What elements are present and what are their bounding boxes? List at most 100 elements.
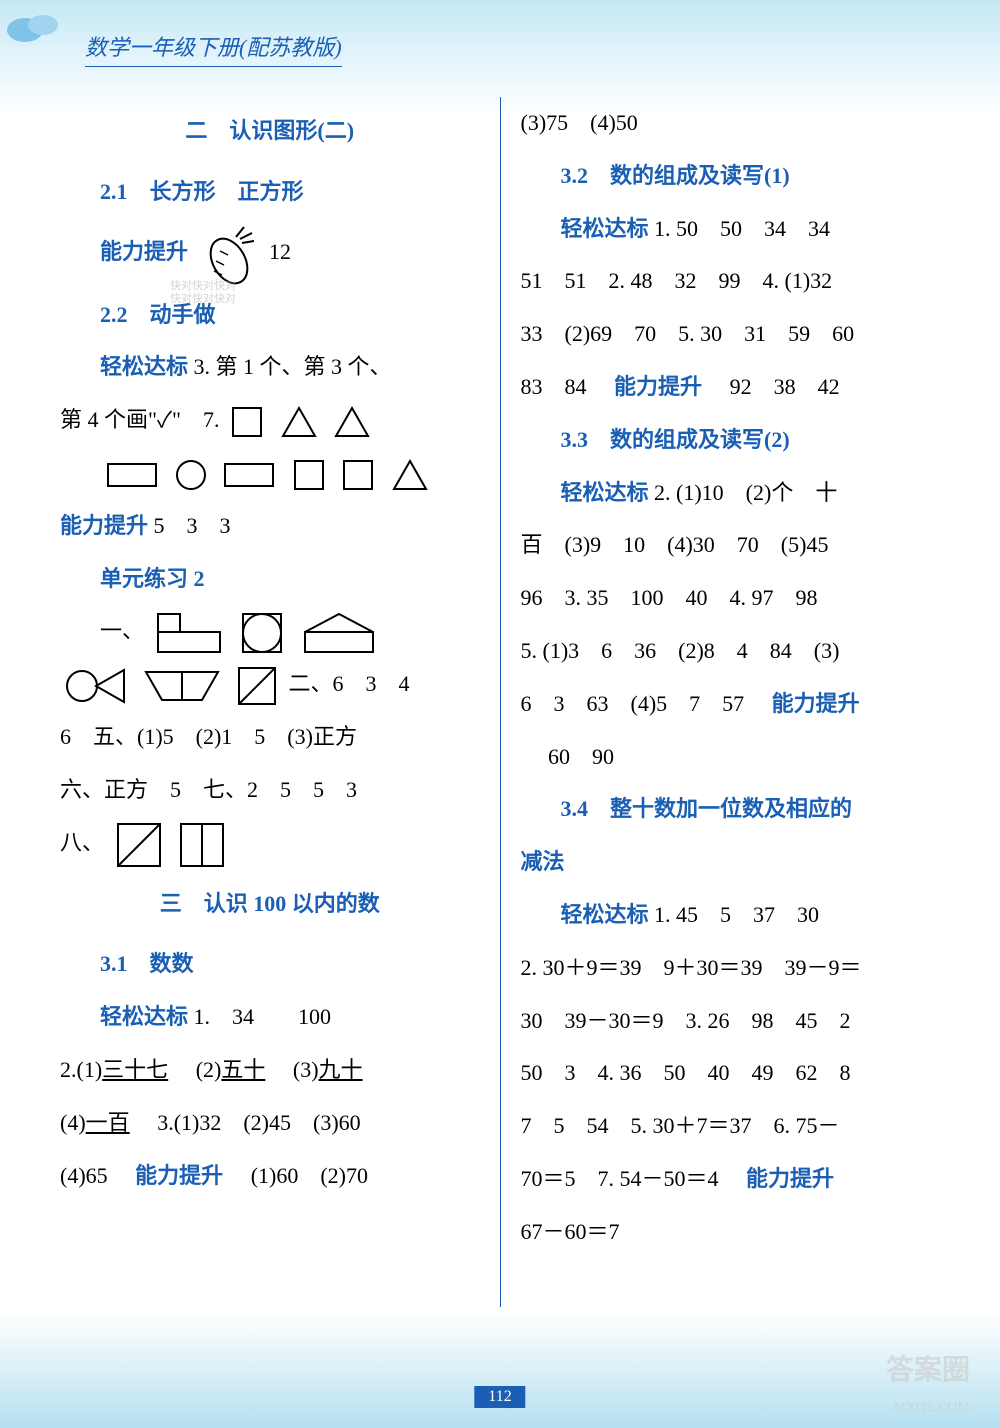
page-header: 数学一年级下册(配苏教版) (0, 0, 1000, 77)
easy-4-values: 2. (1)10 (2)个 十 (654, 480, 837, 505)
cloud-decoration-icon (5, 5, 65, 45)
u2: 五十 (221, 1057, 265, 1082)
wm2: 快对快对快对 (170, 293, 236, 306)
split-rect-icon (177, 820, 227, 870)
shape-line-1: 第 4 个画"✓" 7. (60, 394, 480, 447)
easy-label: 轻松达标 (100, 354, 188, 379)
right-column: (3)75 (4)50 3.2 数的组成及读写(1) 轻松达标 1. 50 50… (501, 87, 961, 1337)
rectangle-icon (221, 460, 277, 490)
square-icon (291, 457, 327, 493)
easy-5-row: 轻松达标 1. 45 5 37 30 (561, 889, 941, 942)
square-icon (340, 457, 376, 493)
easy-5-values: 1. 45 5 37 30 (654, 902, 819, 927)
section-3-4b: 减法 (521, 836, 941, 889)
two-label: 二、6 3 4 (289, 671, 410, 696)
page-number: 112 (474, 1386, 525, 1408)
r-line6: 5. (1)3 6 36 (2)8 4 84 (3) (521, 625, 941, 678)
circle-square-icon (237, 608, 287, 658)
r-line8: 60 90 (521, 731, 941, 784)
txt: 70＝5 7. 54－50＝4 (521, 1166, 719, 1191)
easy-3-values: 1. 50 50 34 34 (654, 216, 830, 241)
section-2-1: 2.1 长方形 正方形 (100, 166, 480, 219)
watermark-url: MXQE.COM (893, 1400, 970, 1416)
txt: (3) (293, 1057, 319, 1082)
ability-label: 能力提升 (746, 1166, 834, 1191)
section-2-2: 2.2 动手做 (100, 289, 480, 342)
book-title: 数学一年级下册(配苏教版) (85, 30, 342, 67)
circle-triangle-icon (64, 664, 128, 708)
compound-shape-icon (154, 610, 224, 656)
r-line5: 96 3. 35 100 40 4. 97 98 (521, 572, 941, 625)
r-line12: 7 5 54 5. 30＋7＝37 6. 75－ (521, 1100, 941, 1153)
txt: 2.(1) (60, 1057, 102, 1082)
r-line13: 70＝5 7. 54－50＝4 能力提升 (521, 1153, 941, 1206)
r-line1: 51 51 2. 48 32 99 4. (1)32 (521, 255, 941, 308)
wm1: 快对快对快对 (170, 280, 236, 293)
ability-2-row: 能力提升 5 3 3 (60, 500, 480, 553)
triangle-icon (390, 457, 430, 493)
section-3-3: 3.3 数的组成及读写(2) (561, 414, 941, 467)
easy-label: 轻松达标 (561, 216, 649, 241)
carrot-icon (194, 219, 264, 289)
ability-label: 能力提升 (100, 239, 188, 264)
section-3-1: 3.1 数数 (100, 938, 480, 991)
line-five: 6 五、(1)5 (2)1 5 (3)正方 (60, 711, 480, 764)
r-line7: 6 3 63 (4)5 7 57 能力提升 (521, 678, 941, 731)
diagonal-square-icon (114, 820, 164, 870)
ability-label: 能力提升 (60, 513, 148, 538)
line-six: 六、正方 5 七、2 5 5 3 (60, 764, 480, 817)
section-2-title: 二 认识图形(二) (60, 105, 480, 158)
practice-row-8: 八、 (60, 817, 480, 870)
split-square-icon (235, 664, 279, 708)
shape-line-1-text: 第 4 个画"✓" 7. (60, 407, 220, 432)
answer-line-3: (4)一百 3.(1)32 (2)45 (3)60 (60, 1097, 480, 1150)
practice-row-1: 一、 (100, 605, 480, 658)
txt: (4) (60, 1110, 86, 1135)
ability-label: 能力提升 (135, 1163, 223, 1188)
section-3-title: 三 认识 100 以内的数 (60, 878, 480, 931)
r-line9: 2. 30＋9＝39 9＋30＝39 39－9＝ (521, 942, 941, 995)
triangle-icon (279, 404, 319, 440)
ability-1-value: 12 (269, 239, 291, 264)
eight-label: 八、 (60, 830, 104, 855)
r-line10: 30 39－30＝9 3. 26 98 45 2 (521, 995, 941, 1048)
r-line4: 百 (3)9 10 (4)30 70 (5)45 (521, 519, 941, 572)
square-icon (229, 404, 265, 440)
u1: 三十七 (102, 1057, 168, 1082)
ability-2-values: 5 3 3 (154, 513, 231, 538)
easy-label: 轻松达标 (561, 902, 649, 927)
ability-1-row: 能力提升 12 (100, 219, 480, 289)
txt: (2) (196, 1057, 222, 1082)
txt: (1)60 (2)70 (251, 1163, 368, 1188)
section-3-4a: 3.4 整十数加一位数及相应的 (561, 783, 941, 836)
r-line11: 50 3 4. 36 50 40 49 62 8 (521, 1047, 941, 1100)
txt: 3.(1)32 (2)45 (3)60 (157, 1110, 360, 1135)
easy-1-text: 3. 第 1 个、第 3 个、 (194, 354, 392, 379)
section-3-2: 3.2 数的组成及读写(1) (561, 150, 941, 203)
easy-3-row: 轻松达标 1. 50 50 34 34 (561, 203, 941, 256)
triangle-icon (332, 404, 372, 440)
easy-2-values: 1. 34 100 (194, 1004, 332, 1029)
r-line2: 33 (2)69 70 5. 30 31 59 60 (521, 308, 941, 361)
txt: 92 38 42 (730, 374, 840, 399)
left-column: 二 认识图形(二) 2.1 长方形 正方形 能力提升 12 2.2 动手做 轻松… (40, 87, 500, 1337)
rectangle-icon (104, 460, 160, 490)
shape-line-2 (100, 447, 480, 500)
r-line14: 67－60＝7 (521, 1206, 941, 1259)
easy-label: 轻松达标 (561, 480, 649, 505)
txt: 83 84 (521, 374, 587, 399)
answer-line-4: (4)65 能力提升 (1)60 (2)70 (60, 1150, 480, 1203)
one-label: 一、 (100, 618, 144, 643)
easy-label: 轻松达标 (100, 1004, 188, 1029)
easy-2-row: 轻松达标 1. 34 100 (100, 991, 480, 1044)
txt: 6 3 63 (4)5 7 57 (521, 691, 745, 716)
u4: 一百 (86, 1110, 130, 1135)
trapezoid-icon (142, 668, 222, 704)
watermark-name: 答案圈 (886, 1348, 970, 1388)
r-line3: 83 84 能力提升 92 38 42 (521, 361, 941, 414)
unit-practice-label: 单元练习 2 (100, 553, 480, 606)
u3: 九十 (319, 1057, 363, 1082)
ability-label: 能力提升 (772, 691, 860, 716)
answer-line-2: 2.(1)三十七 (2)五十 (3)九十 (60, 1044, 480, 1097)
circle-icon (174, 458, 208, 492)
